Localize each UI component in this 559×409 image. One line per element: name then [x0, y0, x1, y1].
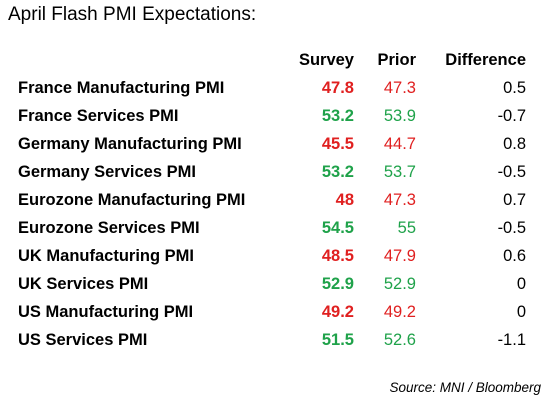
indicator-name: Germany Services PMI — [18, 162, 196, 181]
prior-value: 52.6 — [383, 330, 416, 349]
header-difference: Difference — [445, 50, 526, 69]
survey-value: 51.5 — [321, 330, 354, 349]
prior-value: 53.7 — [383, 162, 416, 181]
survey-value: 45.5 — [321, 134, 354, 153]
header-indicator — [18, 46, 278, 74]
prior-value: 44.7 — [383, 134, 416, 153]
survey-value: 48 — [335, 190, 354, 209]
indicator-name: UK Services PMI — [18, 274, 149, 293]
table-row: Eurozone Manufacturing PMI 48 47.3 0.7 — [18, 186, 526, 214]
difference-value: 0.8 — [503, 134, 526, 153]
difference-value: 0.6 — [503, 246, 526, 265]
difference-value: -0.7 — [497, 106, 526, 125]
table-row: UK Services PMI 52.9 52.9 0 — [18, 270, 526, 298]
survey-value: 48.5 — [321, 246, 354, 265]
difference-value: 0.7 — [503, 190, 526, 209]
header-survey: Survey — [298, 50, 354, 69]
table-row: France Services PMI 53.2 53.9 -0.7 — [18, 102, 526, 130]
survey-value: 52.9 — [321, 274, 354, 293]
indicator-name: Germany Manufacturing PMI — [18, 134, 242, 153]
table-row: UK Manufacturing PMI 48.5 47.9 0.6 — [18, 242, 526, 270]
table-row: US Manufacturing PMI 49.2 49.2 0 — [18, 298, 526, 326]
survey-value: 49.2 — [321, 302, 354, 321]
difference-value: 0 — [516, 274, 526, 293]
difference-value: -0.5 — [497, 218, 526, 237]
difference-value: -0.5 — [497, 162, 526, 181]
table-row: US Services PMI 51.5 52.6 -1.1 — [18, 326, 526, 354]
indicator-name: Eurozone Services PMI — [18, 218, 200, 237]
table-header-row: Survey Prior Difference — [18, 46, 526, 74]
indicator-name: US Services PMI — [18, 330, 148, 349]
survey-value: 54.5 — [321, 218, 354, 237]
indicator-name: Eurozone Manufacturing PMI — [18, 190, 246, 209]
prior-value: 47.3 — [383, 78, 416, 97]
survey-value: 47.8 — [321, 78, 354, 97]
indicator-name: France Services PMI — [18, 106, 179, 125]
table-row: Eurozone Services PMI 54.5 55 -0.5 — [18, 214, 526, 242]
prior-value: 47.9 — [383, 246, 416, 265]
difference-value: 0 — [516, 302, 526, 321]
page-title: April Flash PMI Expectations: — [8, 4, 257, 25]
table-row: Germany Manufacturing PMI 45.5 44.7 0.8 — [18, 130, 526, 158]
survey-value: 53.2 — [321, 162, 354, 181]
table-row: Germany Services PMI 53.2 53.7 -0.5 — [18, 158, 526, 186]
prior-value: 49.2 — [383, 302, 416, 321]
source-note: Source: MNI / Bloomberg — [389, 380, 541, 395]
pmi-expectations-table: Survey Prior Difference France Manufactu… — [18, 46, 526, 354]
difference-value: 0.5 — [503, 78, 526, 97]
prior-value: 53.9 — [383, 106, 416, 125]
difference-value: -1.1 — [497, 330, 526, 349]
indicator-name: France Manufacturing PMI — [18, 78, 225, 97]
survey-value: 53.2 — [321, 106, 354, 125]
prior-value: 52.9 — [383, 274, 416, 293]
header-prior: Prior — [377, 50, 416, 69]
prior-value: 55 — [397, 218, 416, 237]
prior-value: 47.3 — [383, 190, 416, 209]
indicator-name: UK Manufacturing PMI — [18, 246, 194, 265]
indicator-name: US Manufacturing PMI — [18, 302, 194, 321]
table-row: France Manufacturing PMI 47.8 47.3 0.5 — [18, 74, 526, 102]
